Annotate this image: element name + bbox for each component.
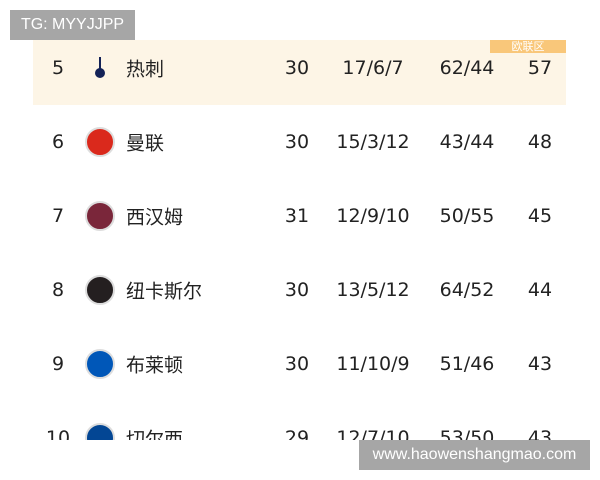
standings-table: 10 切尔西 29 12/7/10 53/50 43 9 布莱顿 30 11/10/9 51/46 4…: [33, 40, 566, 440]
table-row[interactable]: 5 热刺 30 17/6/7 62/44 57: [33, 40, 566, 105]
rank-cell: 10: [45, 427, 71, 440]
tottenham-crest-icon: [85, 53, 115, 83]
table-row[interactable]: 8 纽卡斯尔 30 13/5/12 64/52 44: [33, 253, 566, 327]
europa-league-zone-badge: 欧联区: [490, 40, 566, 53]
points-cell: 45: [527, 205, 553, 227]
table-row[interactable]: 9 布莱顿 30 11/10/9 51/46 43: [33, 327, 566, 401]
table-row[interactable]: 6 曼联 30 15/3/12 43/44 48: [33, 105, 566, 179]
points-cell: 43: [527, 427, 553, 440]
table-row[interactable]: 10 切尔西 29 12/7/10 53/50 43: [33, 401, 566, 440]
wdl-cell: 11/10/9: [336, 353, 410, 375]
chelsea-crest-icon: [85, 423, 115, 440]
brighton-crest-icon: [85, 349, 115, 379]
goals-cell: 50/55: [439, 205, 495, 227]
watermark-bottom: www.haowenshangmao.com: [359, 440, 590, 470]
played-cell: 30: [284, 279, 310, 301]
points-cell: 43: [527, 353, 553, 375]
played-cell: 30: [284, 57, 310, 79]
wdl-cell: 15/3/12: [336, 131, 410, 153]
rank-cell: 9: [51, 353, 65, 375]
points-cell: 44: [527, 279, 553, 301]
wdl-cell: 12/9/10: [336, 205, 410, 227]
points-cell: 48: [527, 131, 553, 153]
watermark-top: TG: MYYJJPP: [10, 10, 135, 40]
rank-cell: 6: [51, 131, 65, 153]
team-name: 西汉姆: [126, 206, 184, 229]
played-cell: 30: [284, 353, 310, 375]
wdl-cell: 13/5/12: [336, 279, 410, 301]
newcastle-crest-icon: [85, 275, 115, 305]
played-cell: 29: [284, 427, 310, 440]
manchester-united-crest-icon: [85, 127, 115, 157]
played-cell: 30: [284, 131, 310, 153]
goals-cell: 53/50: [439, 427, 495, 440]
west-ham-crest-icon: [85, 201, 115, 231]
goals-cell: 62/44: [439, 57, 495, 79]
goals-cell: 51/46: [439, 353, 495, 375]
played-cell: 31: [284, 205, 310, 227]
team-name: 纽卡斯尔: [126, 280, 203, 303]
team-name: 曼联: [126, 132, 165, 155]
wdl-cell: 12/7/10: [336, 427, 410, 440]
rank-cell: 5: [51, 57, 65, 79]
team-name: 切尔西: [126, 428, 184, 441]
rank-cell: 8: [51, 279, 65, 301]
wdl-cell: 17/6/7: [342, 57, 404, 79]
team-name: 布莱顿: [126, 354, 184, 377]
team-name: 热刺: [126, 58, 165, 81]
rank-cell: 7: [51, 205, 65, 227]
points-cell: 57: [527, 57, 553, 79]
table-row[interactable]: 7 西汉姆 31 12/9/10 50/55 45: [33, 179, 566, 253]
goals-cell: 64/52: [439, 279, 495, 301]
goals-cell: 43/44: [439, 131, 495, 153]
